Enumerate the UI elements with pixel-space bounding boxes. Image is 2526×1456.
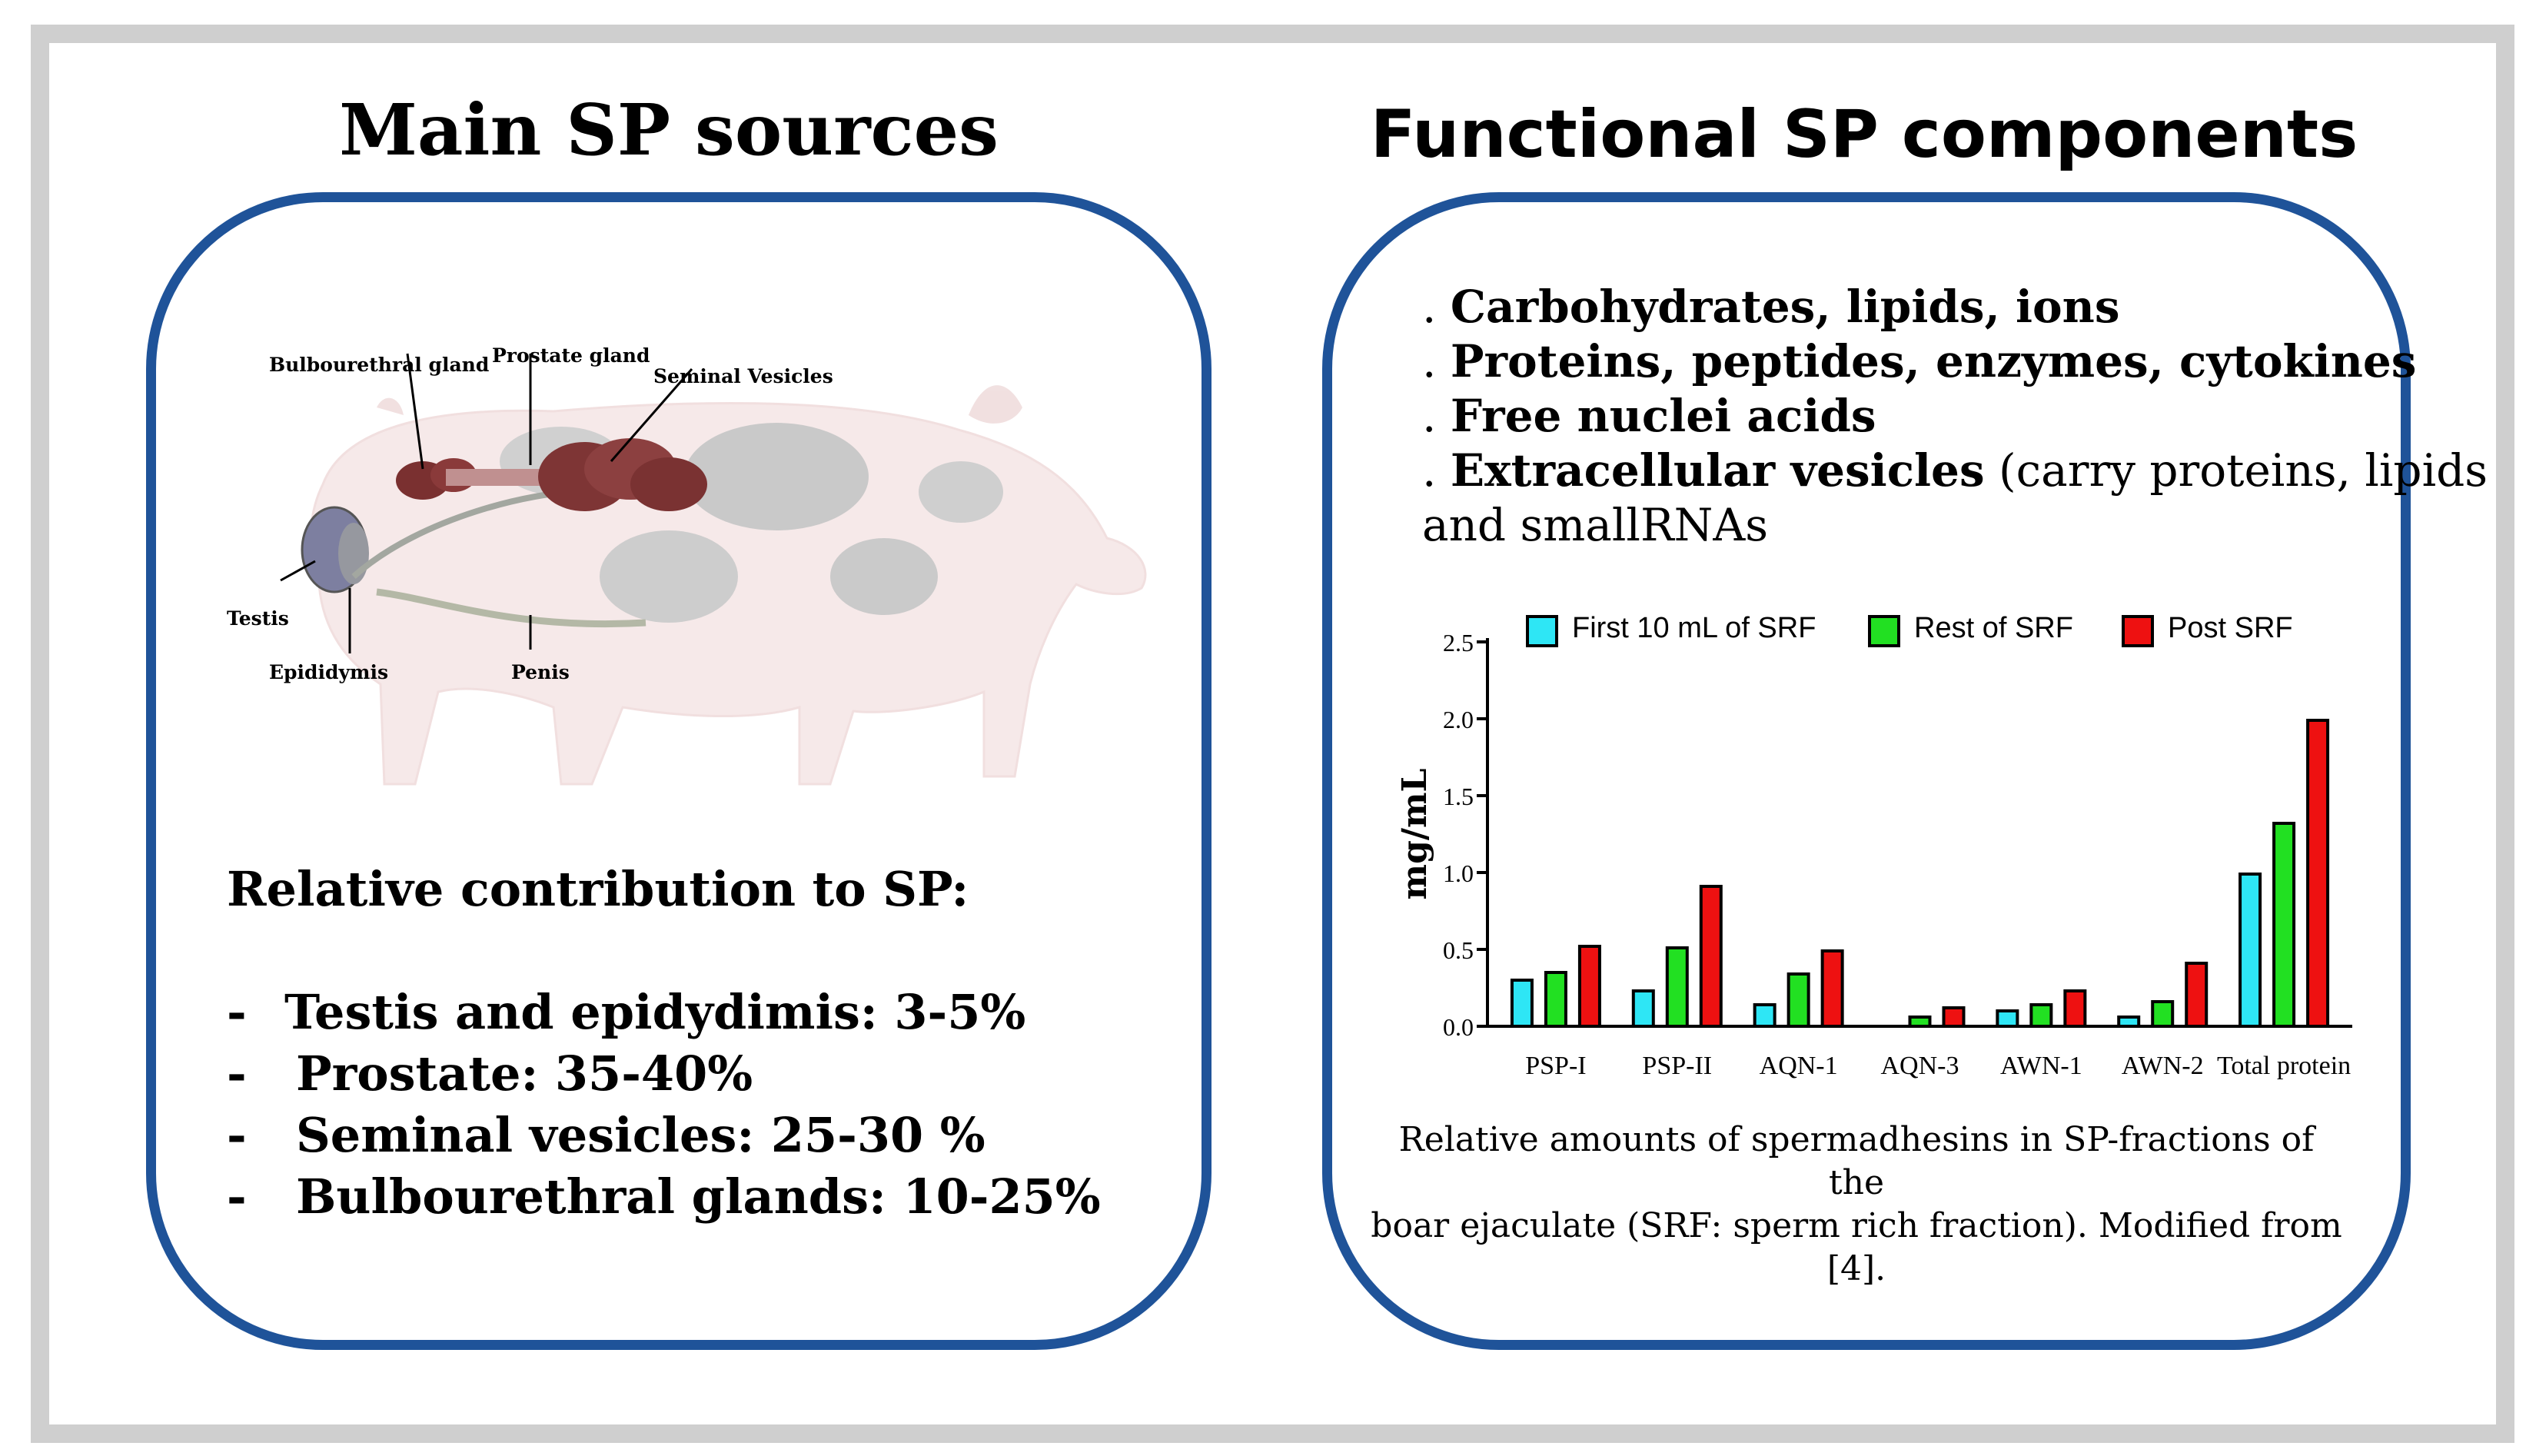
contribution-dash: - xyxy=(227,1168,247,1225)
left-title: Main SP sources xyxy=(339,88,999,171)
legend-label-first: First 10 mL of SRF xyxy=(1572,612,1816,644)
x-tick-label: PSP-II xyxy=(1642,1052,1712,1080)
y-axis-label: mg/mL xyxy=(1395,769,1434,900)
y-tick-label: 2.5 xyxy=(1443,629,1474,657)
bar-psp-i-1 xyxy=(1544,971,1567,1028)
bar-awn-2-1 xyxy=(2151,1000,2175,1028)
bar-total-protein-2 xyxy=(2306,719,2330,1028)
component-line-2: . Proteins, peptides, enzymes, cytokines xyxy=(1422,335,2416,387)
y-tick-label: 1.5 xyxy=(1443,783,1474,810)
legend-swatch-first xyxy=(1526,615,1558,647)
y-tick-label: 2.0 xyxy=(1443,706,1474,733)
contribution-dash: - xyxy=(227,984,247,1040)
bar-psp-i-0 xyxy=(1510,979,1534,1028)
bar-awn-2-2 xyxy=(2185,962,2209,1028)
label-penis: Penis xyxy=(511,661,570,683)
component-bold: Carbohydrates, lipids, ions xyxy=(1450,281,2120,333)
legend-label-rest: Rest of SRF xyxy=(1914,612,2073,644)
contribution-dash: - xyxy=(227,1107,247,1163)
component-line-4: . Extracellular vesicles (carry proteins… xyxy=(1422,444,2488,497)
pig-anatomy-image xyxy=(280,353,1147,786)
contribution-heading: Relative contribution to SP: xyxy=(227,861,969,917)
component-continuation: and smallRNAs xyxy=(1422,499,1769,551)
x-tick-label: AQN-3 xyxy=(1881,1052,1959,1080)
bar-aqn-1-1 xyxy=(1786,972,1810,1028)
component-line-1: . Carbohydrates, lipids, ions xyxy=(1422,281,2120,333)
contribution-seminal: Seminal vesicles: 25-30 % xyxy=(296,1107,985,1163)
component-prefix: . xyxy=(1422,390,1451,442)
component-rest: (carry proteins, lipids xyxy=(1984,444,2488,497)
label-testis: Testis xyxy=(227,607,289,630)
x-tick-label: AWN-2 xyxy=(2122,1052,2204,1080)
pig-illustration: Bulbourethral gland Prostate gland Semin… xyxy=(192,323,1153,799)
x-tick-label: PSP-I xyxy=(1525,1052,1586,1080)
y-tick-label: 0.0 xyxy=(1443,1013,1474,1041)
left-panel xyxy=(146,192,1211,1350)
y-tick-label: 1.0 xyxy=(1443,859,1474,887)
caption-line-1: Relative amounts of spermadhesins in SP-… xyxy=(1398,1120,2315,1202)
right-title: Functional SP components xyxy=(1370,96,2358,173)
legend-label-post: Post SRF xyxy=(2168,612,2293,644)
legend-swatch-rest xyxy=(1868,615,1900,647)
component-line-3: . Free nuclei acids xyxy=(1422,390,1876,442)
label-epididymis: Epididymis xyxy=(269,661,389,683)
bar-awn-1-2 xyxy=(2063,989,2087,1028)
right-panel xyxy=(1322,192,2411,1350)
x-tick-label: AWN-1 xyxy=(2000,1052,2082,1080)
bar-aqn-1-0 xyxy=(1753,1003,1777,1028)
bar-aqn-3-2 xyxy=(1942,1006,1966,1028)
y-tick-label: 0.5 xyxy=(1443,936,1474,964)
bar-awn-2-0 xyxy=(2117,1016,2141,1028)
label-prostate: Prostate gland xyxy=(492,344,650,367)
label-seminal-vesicles: Seminal Vesicles xyxy=(653,365,833,387)
component-prefix: . xyxy=(1422,281,1451,333)
bar-awn-1-0 xyxy=(1996,1009,2019,1028)
legend-swatch-post xyxy=(2122,615,2154,647)
contribution-testis: Testis and epidydimis: 3-5% xyxy=(284,984,1026,1040)
component-prefix: . xyxy=(1422,335,1451,387)
bar-awn-1-1 xyxy=(2029,1003,2053,1028)
bar-aqn-1-2 xyxy=(1820,949,1844,1028)
component-bold: Extracellular vesicles xyxy=(1450,444,1985,497)
label-bulbourethral: Bulbourethral gland xyxy=(269,354,490,376)
x-tick-label: AQN-1 xyxy=(1760,1052,1838,1080)
contribution-prostate: Prostate: 35-40% xyxy=(296,1045,753,1102)
bar-psp-ii-0 xyxy=(1631,989,1655,1028)
bar-psp-ii-1 xyxy=(1665,946,1689,1028)
chart-caption: Relative amounts of spermadhesins in SP-… xyxy=(1368,1119,2345,1291)
bar-psp-i-2 xyxy=(1577,945,1601,1028)
caption-line-2: boar ejaculate (SRF: sperm rich fraction… xyxy=(1371,1206,2342,1288)
x-tick-label: Total protein xyxy=(2217,1052,2351,1080)
component-bold: Proteins, peptides, enzymes, cytokines xyxy=(1450,335,2417,387)
component-bold: Free nuclei acids xyxy=(1450,390,1876,442)
bar-psp-ii-2 xyxy=(1699,885,1723,1028)
contribution-dash: - xyxy=(227,1045,247,1102)
component-prefix: . xyxy=(1422,444,1451,497)
bar-total-protein-1 xyxy=(2272,822,2296,1028)
bar-total-protein-0 xyxy=(2239,873,2262,1028)
bar-aqn-3-1 xyxy=(1908,1016,1932,1028)
contribution-bulbourethral: Bulbourethral glands: 10-25% xyxy=(296,1168,1101,1225)
